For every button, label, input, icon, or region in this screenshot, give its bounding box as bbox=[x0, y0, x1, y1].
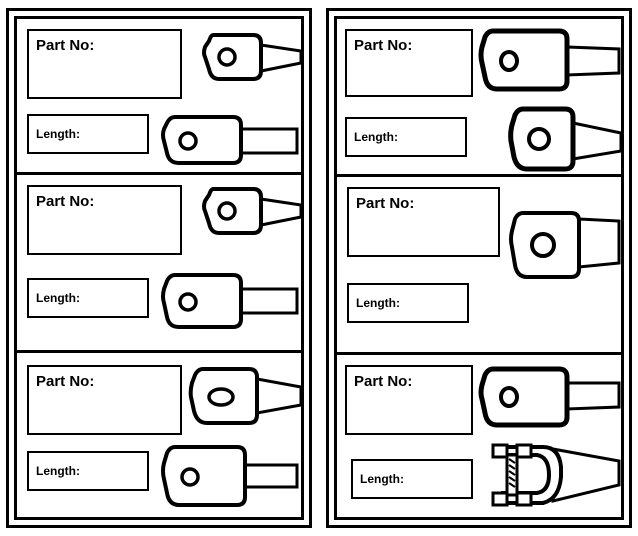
length-label: Length: bbox=[356, 296, 400, 310]
cable-lug-icon bbox=[202, 33, 303, 81]
length-label: Length: bbox=[36, 127, 80, 141]
right-label-cell-3: Part No: Length: bbox=[337, 355, 621, 517]
part-no-field[interactable]: Part No: bbox=[345, 29, 473, 97]
cable-lug-icon bbox=[161, 273, 299, 329]
left-label-cell-3: Part No: Length: bbox=[17, 353, 303, 517]
part-no-field[interactable]: Part No: bbox=[27, 29, 182, 99]
right-label-cell-2: Part No: Length: bbox=[337, 177, 621, 355]
length-label: Length: bbox=[36, 464, 80, 478]
length-field[interactable]: Length: bbox=[351, 459, 473, 499]
right-label-sheet: Part No: Length: Part No: Length: bbox=[326, 8, 632, 528]
left-label-cell-1: Part No: Length: bbox=[17, 19, 303, 175]
cable-lug-icon bbox=[161, 445, 299, 507]
part-no-label: Part No: bbox=[36, 373, 95, 390]
part-no-label: Part No: bbox=[36, 193, 95, 210]
cable-lug-icon bbox=[509, 211, 621, 279]
part-no-label: Part No: bbox=[354, 37, 413, 54]
length-label: Length: bbox=[354, 130, 398, 144]
left-label-cell-2: Part No: Length: bbox=[17, 175, 303, 353]
length-field[interactable]: Length: bbox=[27, 114, 149, 154]
part-no-field[interactable]: Part No: bbox=[347, 187, 500, 257]
part-no-field[interactable]: Part No: bbox=[345, 365, 473, 435]
cable-lug-icon bbox=[202, 187, 303, 235]
clevis-fork-icon bbox=[491, 443, 621, 507]
length-field[interactable]: Length: bbox=[27, 451, 149, 491]
length-label: Length: bbox=[360, 472, 404, 486]
cable-lug-icon bbox=[161, 115, 299, 165]
cable-lug-icon bbox=[508, 106, 623, 172]
part-no-label: Part No: bbox=[356, 195, 415, 212]
right-sheet-inner-frame: Part No: Length: Part No: Length: bbox=[334, 16, 624, 520]
length-field[interactable]: Length: bbox=[345, 117, 467, 157]
part-no-field[interactable]: Part No: bbox=[27, 185, 182, 255]
part-no-field[interactable]: Part No: bbox=[27, 365, 182, 435]
part-no-label: Part No: bbox=[354, 373, 413, 390]
part-no-label: Part No: bbox=[36, 37, 95, 54]
right-label-cell-1: Part No: Length: bbox=[337, 19, 623, 177]
cable-lug-icon bbox=[478, 366, 621, 428]
length-field[interactable]: Length: bbox=[347, 283, 469, 323]
left-label-sheet: Part No: Length: Part No: Length: bbox=[6, 8, 312, 528]
length-label: Length: bbox=[36, 291, 80, 305]
cable-lug-icon bbox=[478, 28, 621, 92]
cable-lug-icon bbox=[188, 367, 303, 425]
length-field[interactable]: Length: bbox=[27, 278, 149, 318]
left-sheet-inner-frame: Part No: Length: Part No: Length: bbox=[14, 16, 304, 520]
